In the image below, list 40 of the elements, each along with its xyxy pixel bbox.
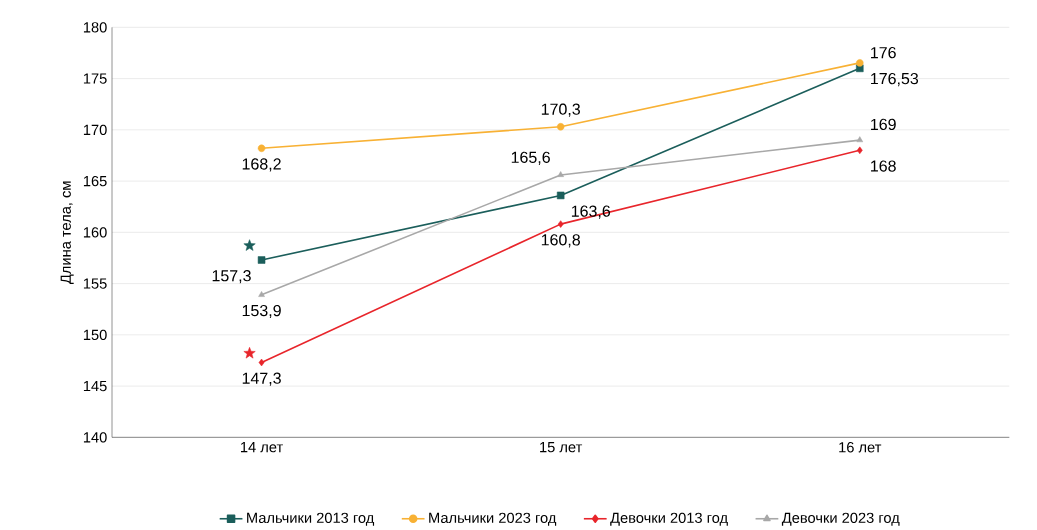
point: [258, 358, 265, 367]
data-label: 160,8: [541, 234, 580, 248]
data-label: 169: [871, 118, 896, 130]
legend-label: Девочки 2013 год: [610, 512, 728, 526]
x-tick-label: 15 лет: [540, 441, 583, 453]
legend-label: Мальчики 2013 год: [247, 512, 375, 526]
data-label: 170,3: [541, 103, 580, 117]
data-label: 168,2: [242, 158, 281, 172]
legend-label: Мальчики 2023 год: [429, 512, 557, 526]
point: [856, 136, 864, 142]
data-label: 176,53: [871, 72, 919, 87]
point: [258, 291, 265, 297]
data-label: 147,3: [242, 372, 281, 386]
point: [856, 59, 864, 67]
data-label: 153,9: [242, 304, 281, 319]
point: [257, 256, 266, 264]
point: [856, 146, 863, 154]
x-tick-label: 14 лет: [241, 441, 283, 453]
y-tick-label: 165: [83, 175, 107, 187]
point: [557, 220, 564, 228]
y-tick-label: 170: [83, 124, 107, 135]
y-tick-label: 155: [83, 278, 107, 289]
point: [557, 171, 564, 177]
y-tick-label: 160: [83, 227, 107, 238]
y-tick-label: 180: [83, 22, 107, 33]
data-label: 176: [871, 46, 896, 59]
data-label: 165,6: [511, 151, 550, 165]
y-tick-label: 150: [83, 329, 107, 340]
y-axis-title: Длина тела, см: [60, 181, 74, 284]
point: [257, 144, 266, 152]
x-tick-label: 16 лет: [839, 441, 882, 453]
y-tick-label: 145: [83, 380, 107, 392]
point: [556, 191, 565, 200]
point: [556, 122, 565, 131]
legend-label: Девочки 2023 год: [781, 512, 900, 526]
y-tick-label: 175: [83, 73, 107, 84]
data-label: 168: [871, 160, 896, 172]
data-label: 157,3: [212, 269, 251, 284]
y-tick-label: 140: [83, 432, 107, 443]
data-label: 163,6: [571, 205, 611, 219]
